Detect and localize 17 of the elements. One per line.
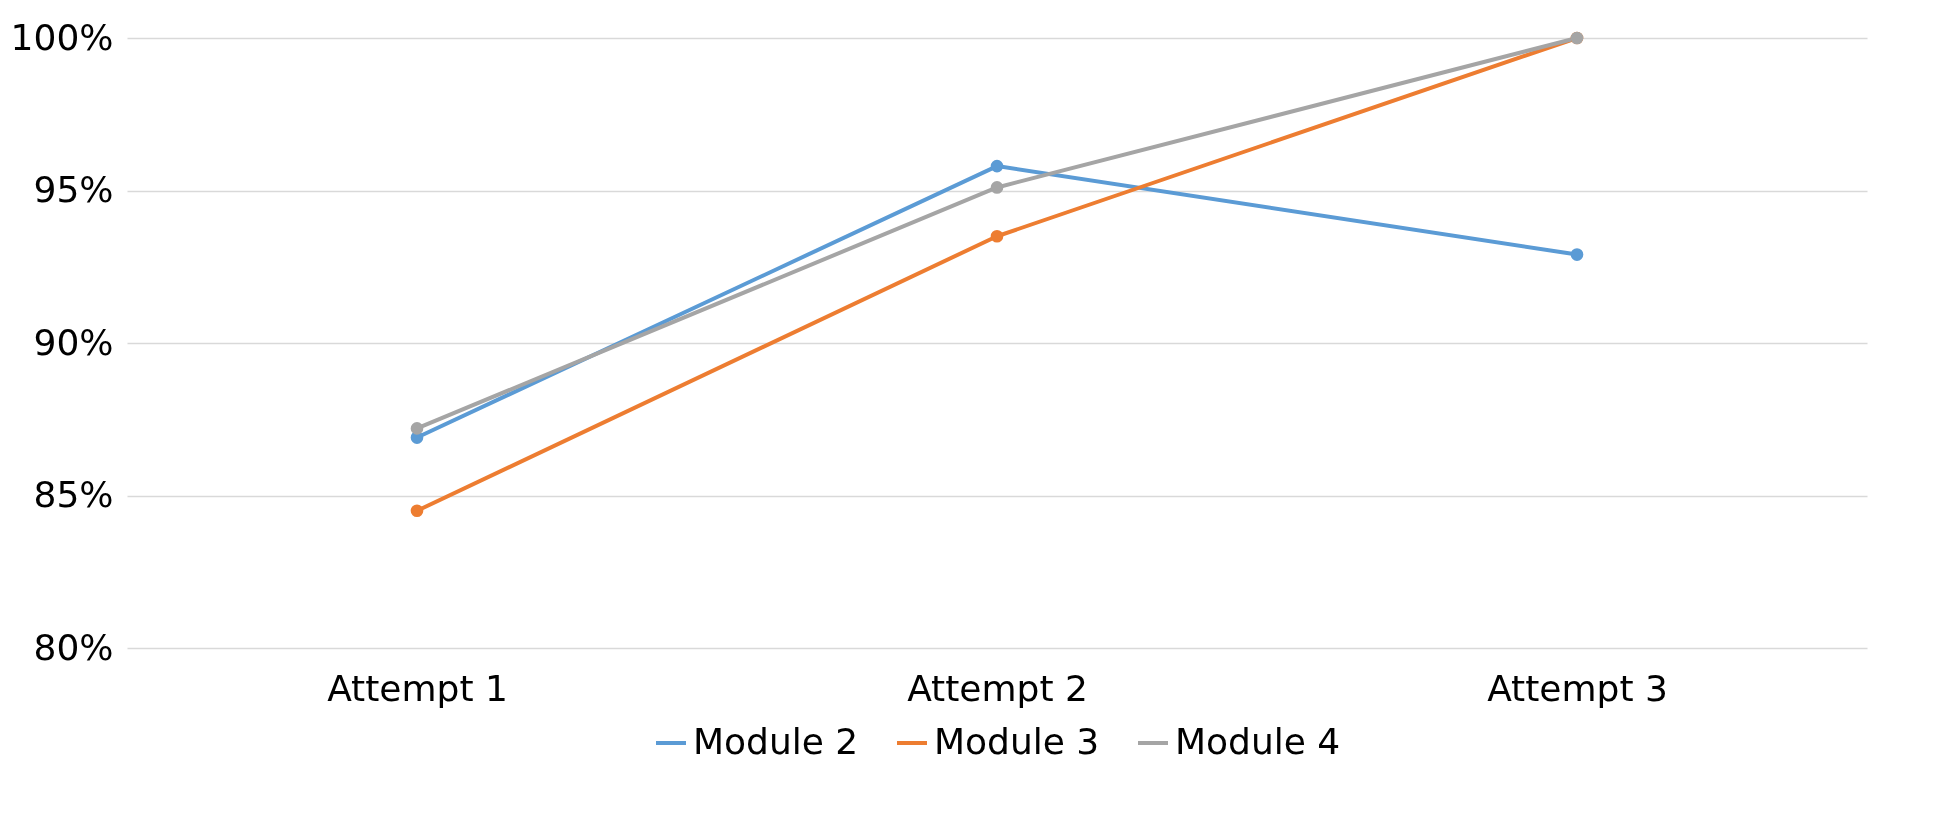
y-tick-label: 100% <box>10 16 114 58</box>
legend-label: Module 3 <box>934 721 1100 762</box>
point <box>410 504 424 518</box>
y-tick-label: 95% <box>33 169 114 210</box>
x-tick-label: Attempt 2 <box>907 667 1088 709</box>
point <box>1570 248 1584 261</box>
y-tick-label: 85% <box>33 474 114 515</box>
x-tick-label: Attempt 3 <box>1487 667 1668 709</box>
point <box>990 159 1004 173</box>
point <box>990 229 1004 243</box>
y-tick-label: 80% <box>33 626 114 668</box>
point <box>990 181 1004 194</box>
y-tick-label: 90% <box>33 321 114 363</box>
legend-label: Module 2 <box>693 721 859 762</box>
point <box>410 422 424 435</box>
x-tick-label: Attempt 1 <box>327 667 508 709</box>
legend-label: Module 4 <box>1175 721 1341 762</box>
